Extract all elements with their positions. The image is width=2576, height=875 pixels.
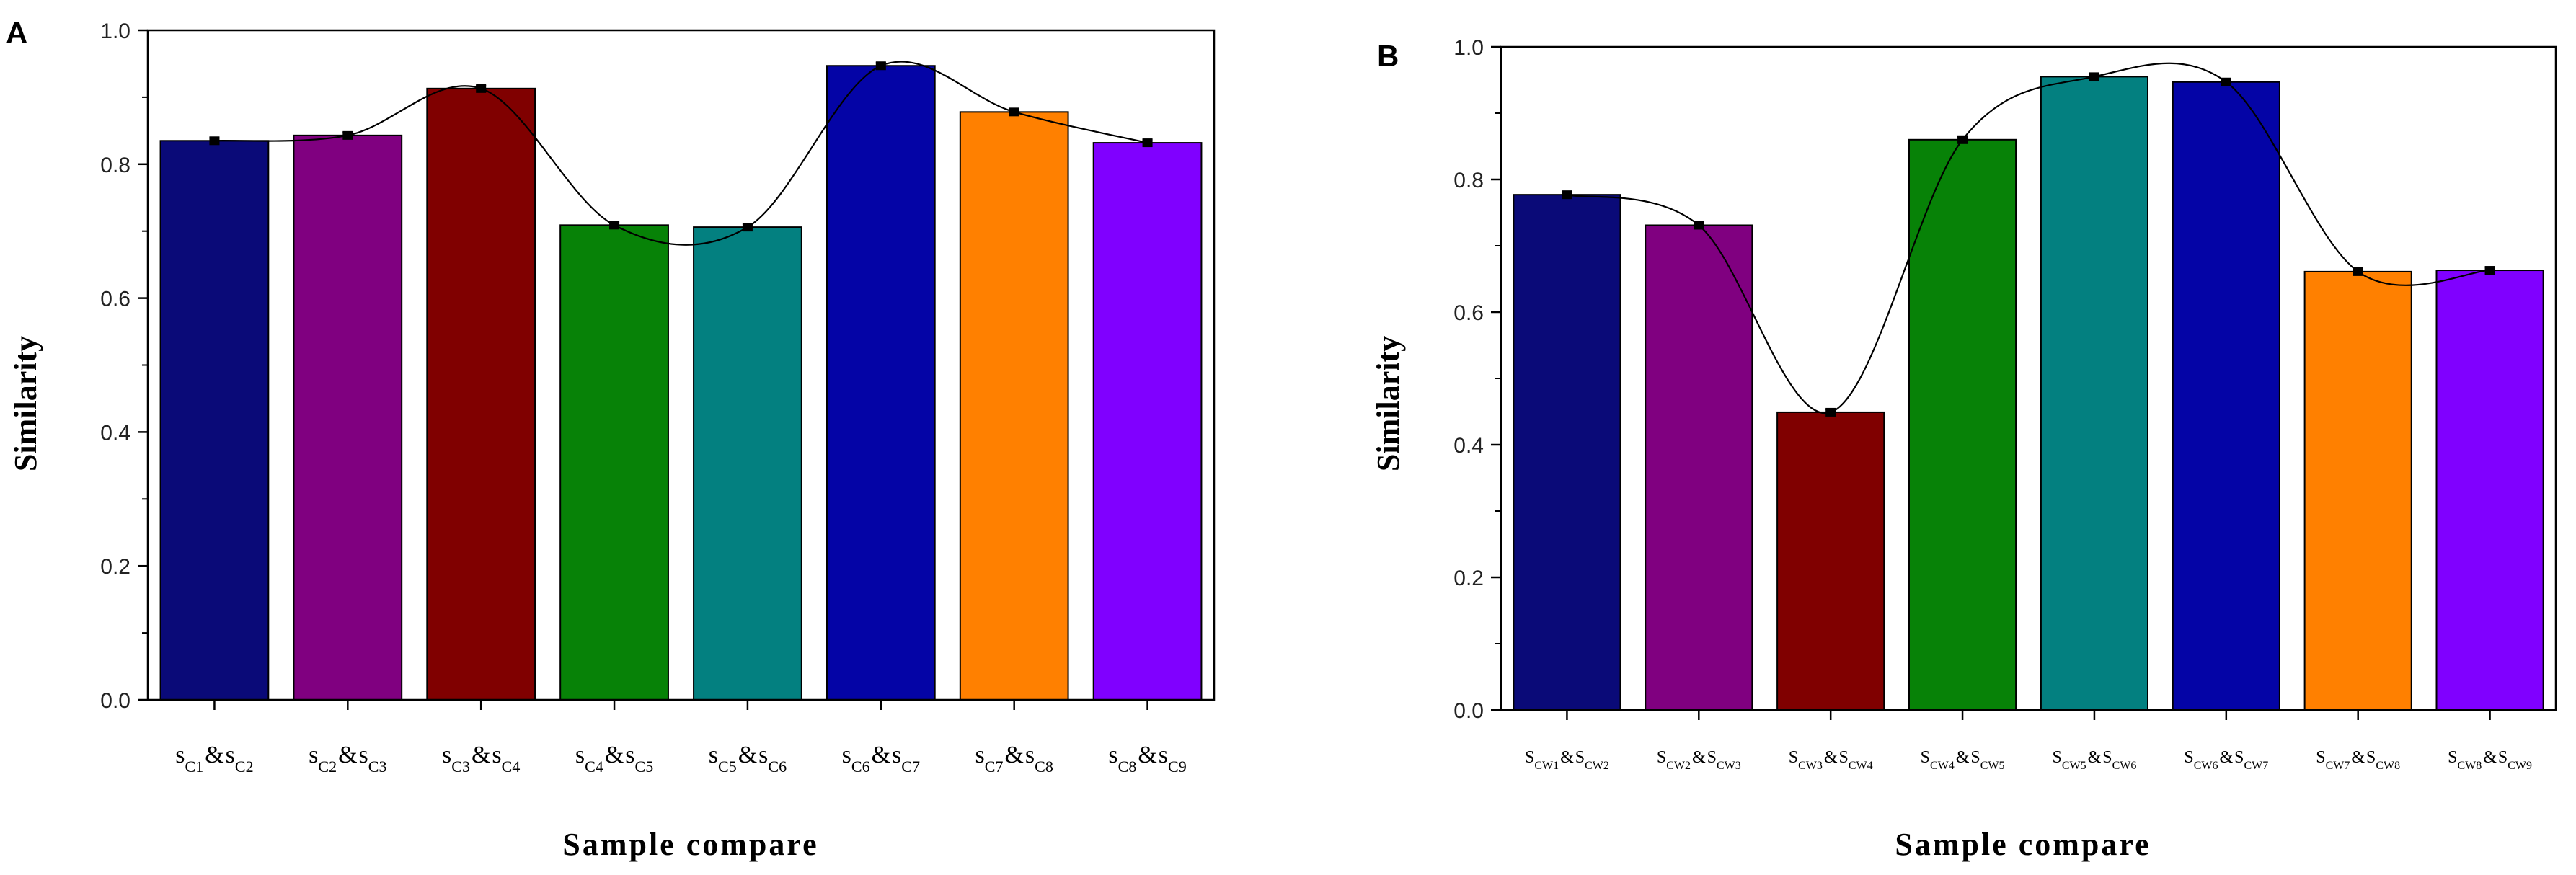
y-axis-title-a: Similarity bbox=[8, 336, 43, 471]
y-tick-label-a-0: 0.0 bbox=[100, 689, 130, 713]
point-marker-b-7 bbox=[2353, 267, 2363, 276]
bar-a-2 bbox=[293, 134, 403, 701]
x-axis-title-a: Sample compare bbox=[562, 827, 818, 862]
point-marker-a-3 bbox=[476, 84, 487, 93]
point-marker-a-7 bbox=[1009, 107, 1019, 117]
y-axis-title-b: Similarity bbox=[1371, 336, 1406, 471]
x-tick-label-b-2: SCW2&SCW3 bbox=[1657, 748, 1741, 772]
y-tick-label-a-3: 0.6 bbox=[100, 288, 130, 311]
x-tick-label-b-8: SCW8&SCW9 bbox=[2448, 748, 2532, 772]
x-axis-title-b: Sample compare bbox=[1895, 827, 2151, 862]
point-marker-a-4 bbox=[609, 221, 620, 230]
chart-panel-a: A 0.0 0.2 0.4 0.6 0.8 1.0 sC1&sC2 sC2&sC3 sC3&sC… bbox=[6, 16, 1216, 862]
bar-a-7 bbox=[959, 111, 1069, 701]
point-marker-b-2 bbox=[1694, 221, 1704, 230]
y-tick-label-b-2: 0.4 bbox=[1453, 434, 1484, 458]
trend-line-b bbox=[1567, 62, 2490, 414]
x-tick-label-a-1: sC1&sC2 bbox=[175, 742, 253, 776]
y-tick-label-b-5: 1.0 bbox=[1453, 36, 1484, 60]
x-tick-label-b-4: SCW4&SCW5 bbox=[1921, 748, 2005, 772]
x-tick-label-b-3: SCW3&SCW4 bbox=[1789, 748, 1873, 772]
bar-a-5 bbox=[693, 226, 802, 701]
point-marker-b-5 bbox=[2089, 72, 2099, 81]
y-tick-label-b-3: 0.6 bbox=[1453, 301, 1484, 325]
point-marker-a-1 bbox=[209, 136, 220, 146]
bar-a-6 bbox=[826, 65, 936, 701]
panel-label-a: A bbox=[6, 16, 27, 50]
point-marker-b-6 bbox=[2221, 77, 2231, 86]
bar-b-5 bbox=[2040, 76, 2149, 711]
x-tick-label-a-2: sC2&sC3 bbox=[309, 742, 386, 776]
point-marker-a-2 bbox=[342, 130, 353, 140]
point-marker-a-8 bbox=[1142, 138, 1153, 148]
y-tick-label-a-1: 0.2 bbox=[100, 555, 130, 579]
point-marker-a-5 bbox=[742, 223, 753, 232]
x-tick-label-a-4: sC4&sC5 bbox=[575, 742, 653, 776]
x-tick-label-b-7: SCW7&SCW8 bbox=[2316, 748, 2400, 772]
bar-b-6 bbox=[2172, 81, 2280, 711]
x-tick-label-b-6: SCW6&SCW7 bbox=[2184, 748, 2268, 772]
bar-b-2 bbox=[1645, 224, 1753, 711]
y-tick-label-a-4: 0.8 bbox=[100, 154, 130, 177]
x-tick-label-a-7: sC7&sC8 bbox=[975, 742, 1053, 776]
trend-line-a bbox=[214, 61, 1148, 246]
y-tick-label-b-0: 0.0 bbox=[1453, 699, 1484, 723]
chart-panel-b: B 0.0 0.2 0.4 0.6 0.8 1.0 SCW1&SCW2 SCW2&SCW3 SC… bbox=[1371, 36, 2557, 862]
bar-b-1 bbox=[1513, 194, 1621, 711]
x-tick-label-a-5: sC5&sC6 bbox=[709, 742, 787, 776]
bar-a-4 bbox=[559, 224, 669, 701]
x-tick-label-a-8: sC8&sC9 bbox=[1108, 742, 1186, 776]
bar-b-3 bbox=[1776, 411, 1885, 711]
bar-b-7 bbox=[2303, 270, 2412, 711]
x-tick-label-a-3: sC3&sC4 bbox=[442, 742, 520, 776]
point-marker-b-8 bbox=[2484, 266, 2495, 275]
point-marker-b-3 bbox=[1825, 407, 1836, 417]
x-tick-label-b-1: SCW1&SCW2 bbox=[1525, 748, 1609, 772]
y-tick-label-b-1: 0.2 bbox=[1453, 567, 1484, 590]
y-tick-label-b-4: 0.8 bbox=[1453, 169, 1484, 192]
point-marker-b-1 bbox=[1562, 190, 1572, 200]
bar-b-4 bbox=[1908, 138, 2017, 711]
bar-a-1 bbox=[159, 140, 270, 701]
point-marker-b-4 bbox=[1957, 135, 1968, 144]
panel-label-b: B bbox=[1377, 39, 1399, 73]
bar-b-8 bbox=[2435, 270, 2544, 711]
x-tick-label-b-5: SCW5&SCW6 bbox=[2052, 748, 2136, 772]
y-tick-label-a-2: 0.4 bbox=[100, 421, 130, 445]
bar-a-8 bbox=[1092, 142, 1203, 701]
x-tick-label-a-6: sC6&sC7 bbox=[842, 742, 920, 776]
point-marker-a-6 bbox=[875, 61, 886, 71]
bar-a-3 bbox=[426, 87, 536, 701]
y-tick-label-a-5: 1.0 bbox=[100, 19, 130, 43]
